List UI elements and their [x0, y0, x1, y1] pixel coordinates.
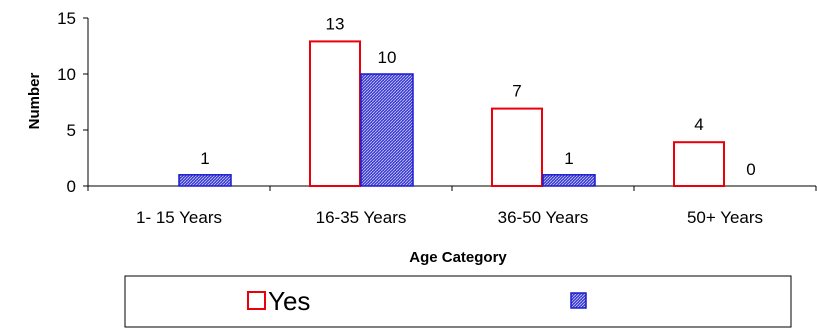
- bar-series-2: [360, 73, 414, 187]
- y-tick-label: 5: [67, 121, 76, 140]
- x-axis-ticks: 1- 15 Years 16-35 Years 36-50 Years 50+ Yea…: [87, 186, 817, 227]
- bar-yes: [673, 141, 725, 187]
- legend-swatch-yes: [247, 291, 266, 310]
- legend-box: [124, 275, 792, 328]
- y-tick-label: 0: [67, 177, 76, 196]
- data-label-series-2: 1: [564, 149, 573, 168]
- data-label-series-2: 1: [200, 149, 209, 168]
- bar-series: [178, 40, 725, 188]
- data-label-yes: 13: [326, 14, 345, 33]
- y-tick-label: 10: [57, 65, 76, 84]
- y-axis-title: Number: [26, 73, 43, 130]
- bar-series-2: [178, 174, 232, 187]
- data-label-series-2: 0: [746, 160, 755, 179]
- legend-label-yes: Yes: [268, 286, 310, 316]
- bar-series-2: [542, 174, 596, 187]
- bar-yes: [491, 107, 543, 187]
- data-label-series-2: 10: [378, 48, 397, 67]
- y-tick-label: 15: [57, 9, 76, 28]
- bar-yes: [309, 40, 361, 188]
- x-tick-label: 50+ Years: [687, 208, 763, 227]
- x-axis-title: Age Category: [409, 249, 507, 266]
- x-tick-label: 16-35 Years: [316, 208, 407, 227]
- x-tick-label: 36-50 Years: [498, 208, 589, 227]
- data-label-yes: 7: [512, 82, 521, 101]
- data-label-yes: 4: [694, 115, 703, 134]
- y-axis-ticks: 0 5 10 15: [57, 9, 88, 196]
- x-tick-label: 1- 15 Years: [136, 208, 222, 227]
- legend: Yes: [124, 275, 792, 328]
- legend-swatch-series-2: [570, 292, 587, 309]
